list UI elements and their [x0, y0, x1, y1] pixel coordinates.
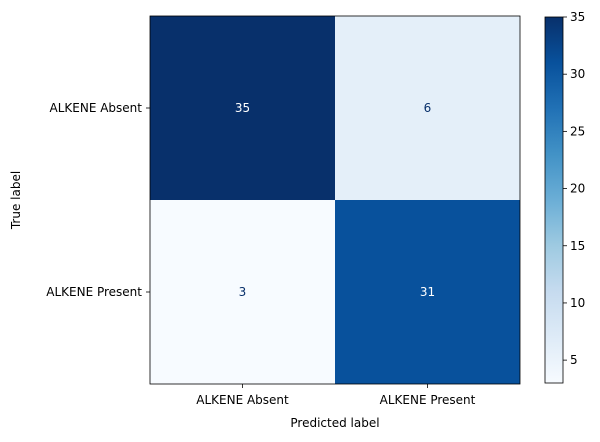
x-tick-label-0: ALKENE Absent — [196, 393, 289, 407]
cell-value-label-0-1: 6 — [424, 101, 432, 115]
axes: ALKENE Absent ALKENE Present ALKENE Absent… — [46, 15, 521, 407]
heatmap-cell-0-0 — [150, 16, 335, 200]
y-axis-label: True label — [9, 171, 23, 230]
x-tick-label-1: ALKENE Present — [380, 393, 476, 407]
heatmap-cell-1-1 — [335, 200, 520, 384]
colorbar-tick-label-4: 25 — [570, 124, 585, 138]
colorbar-tick-label-1: 10 — [570, 296, 585, 310]
cell-value-label-1-0: 3 — [239, 285, 247, 299]
cell-value-label-1-1: 31 — [420, 285, 435, 299]
cell-value-label-0-0: 35 — [235, 101, 250, 115]
heatmap-cell-0-1 — [335, 16, 520, 200]
colorbar-tick-label-3: 20 — [570, 182, 585, 196]
x-axis-label: Predicted label — [290, 416, 379, 430]
colorbar-tick-label-2: 15 — [570, 239, 585, 253]
y-tick-label-1: ALKENE Present — [46, 285, 142, 299]
heatmap-cells: 35 6 3 31 — [150, 16, 520, 384]
colorbar: 5 10 15 20 25 30 35 — [544, 10, 585, 384]
colorbar-tick-label-0: 5 — [570, 353, 578, 367]
plot-frame — [149, 15, 521, 385]
colorbar-tick-label-5: 30 — [570, 67, 585, 81]
colorbar-gradient — [544, 16, 564, 384]
colorbar-tick-label-6: 35 — [570, 10, 585, 24]
y-tick-label-0: ALKENE Absent — [50, 101, 143, 115]
heatmap-cell-1-0 — [150, 200, 335, 384]
